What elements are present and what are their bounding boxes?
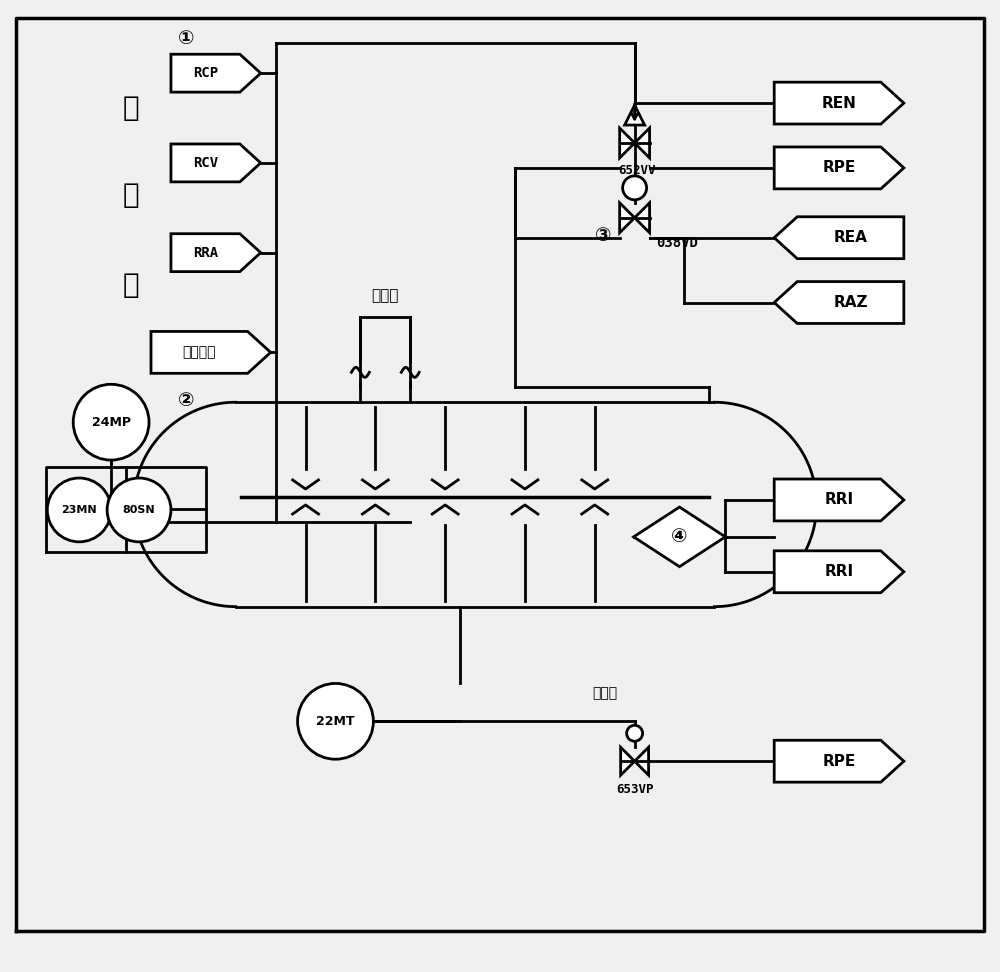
Circle shape: [627, 725, 643, 742]
Polygon shape: [621, 747, 635, 776]
Polygon shape: [774, 217, 904, 259]
Text: 阀杆泄漏: 阀杆泄漏: [183, 345, 216, 360]
Circle shape: [47, 478, 111, 541]
Polygon shape: [774, 282, 904, 324]
Text: 22MT: 22MT: [316, 714, 355, 728]
Text: ④: ④: [671, 528, 688, 546]
Polygon shape: [774, 147, 904, 189]
Text: 疏水管: 疏水管: [592, 686, 617, 701]
Text: RPE: RPE: [822, 160, 856, 175]
Text: 全: 全: [123, 181, 139, 209]
Text: RRA: RRA: [193, 246, 218, 260]
Circle shape: [107, 478, 171, 541]
Text: REA: REA: [834, 230, 867, 245]
Polygon shape: [625, 105, 645, 125]
Polygon shape: [634, 507, 725, 567]
Text: RAZ: RAZ: [833, 295, 868, 310]
Polygon shape: [620, 128, 635, 157]
Text: RCP: RCP: [193, 66, 218, 80]
Text: RRI: RRI: [824, 493, 854, 507]
Polygon shape: [774, 741, 904, 782]
Polygon shape: [635, 203, 650, 232]
Polygon shape: [774, 551, 904, 593]
Text: 24MP: 24MP: [92, 416, 131, 429]
Polygon shape: [635, 128, 650, 157]
Circle shape: [298, 683, 373, 759]
Text: 阀: 阀: [123, 270, 139, 298]
Polygon shape: [171, 144, 261, 182]
Polygon shape: [171, 54, 261, 92]
Polygon shape: [774, 83, 904, 124]
Polygon shape: [151, 331, 271, 373]
Polygon shape: [620, 203, 635, 232]
Text: 80SN: 80SN: [123, 504, 155, 515]
Circle shape: [73, 384, 149, 460]
Polygon shape: [171, 233, 261, 271]
Text: 安: 安: [123, 94, 139, 122]
Text: ②: ②: [178, 391, 194, 410]
Circle shape: [623, 176, 647, 200]
Text: RCV: RCV: [193, 156, 218, 170]
Text: RRI: RRI: [824, 565, 854, 579]
Polygon shape: [774, 479, 904, 521]
Text: 652VV: 652VV: [618, 164, 655, 178]
Polygon shape: [635, 747, 649, 776]
Text: ③: ③: [594, 226, 611, 245]
Text: 038VD: 038VD: [657, 235, 698, 250]
Text: ①: ①: [178, 29, 194, 48]
Text: RPE: RPE: [822, 753, 856, 769]
Text: 爆破盘: 爆破盘: [372, 288, 399, 303]
Text: 23MN: 23MN: [61, 504, 97, 515]
Text: 653VP: 653VP: [616, 782, 653, 796]
Text: REN: REN: [822, 95, 856, 111]
